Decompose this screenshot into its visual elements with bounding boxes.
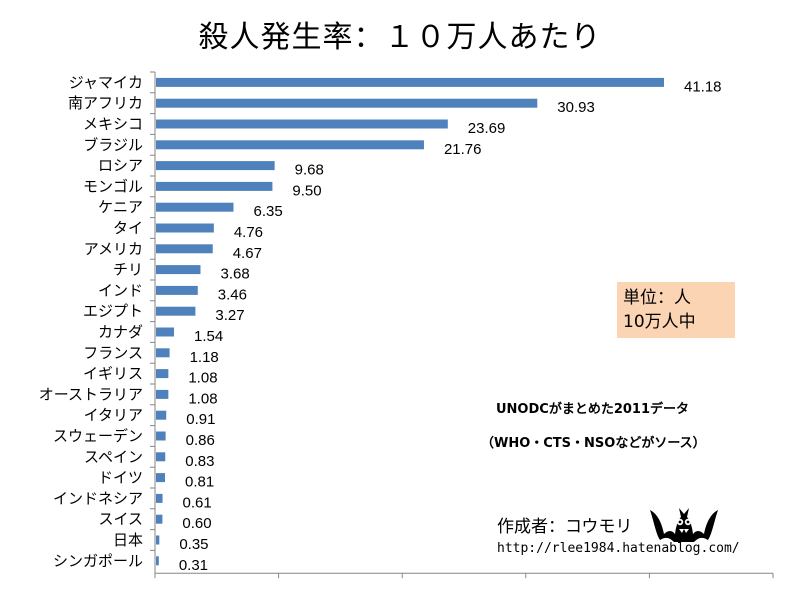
bar — [156, 556, 159, 566]
value-label: 0.81 — [185, 474, 214, 491]
bar — [156, 452, 166, 462]
chart-title: 殺人発生率：１０万人あたり — [198, 20, 602, 55]
bar — [156, 348, 170, 358]
bar — [156, 161, 275, 171]
value-label: 23.69 — [468, 120, 506, 137]
value-label: 0.60 — [182, 515, 211, 532]
value-label: 0.86 — [186, 432, 215, 449]
category-label: インド — [98, 281, 143, 299]
category-label: 日本 — [113, 531, 143, 549]
category-label: インドネシア — [53, 489, 143, 507]
bar — [156, 327, 175, 337]
author-label: 作成者：コウモリ — [497, 517, 633, 537]
value-label: 3.68 — [220, 266, 249, 283]
value-label: 1.54 — [194, 328, 223, 345]
category-label: ケニア — [98, 198, 143, 216]
category-label: スペイン — [84, 448, 143, 466]
bar — [156, 514, 163, 524]
category-label: スウェーデン — [53, 427, 143, 445]
category-label: イタリア — [84, 406, 143, 424]
bar — [156, 265, 201, 275]
bar — [156, 223, 214, 233]
value-label: 0.35 — [179, 536, 208, 553]
category-label: 南アフリカ — [68, 94, 143, 112]
bar — [156, 410, 167, 420]
bar — [156, 535, 160, 545]
value-label: 0.91 — [186, 411, 215, 428]
unit-box-line1: 単位：人 — [623, 288, 691, 308]
value-label: 1.08 — [188, 390, 217, 407]
bar — [156, 369, 169, 379]
category-label: カナダ — [98, 323, 143, 341]
category-label: エジプト — [83, 302, 143, 320]
bar — [156, 473, 166, 483]
value-label: 30.93 — [557, 99, 595, 116]
category-label: ドイツ — [98, 469, 143, 487]
value-label: 4.76 — [234, 224, 263, 241]
bar — [156, 244, 213, 254]
category-label: フランス — [83, 344, 143, 362]
value-label: 3.46 — [218, 286, 247, 303]
category-label: ジャマイカ — [69, 73, 143, 91]
bar — [156, 119, 448, 129]
bat-icon — [650, 508, 718, 542]
source-note: UNODCがまとめた2011データ — [496, 402, 690, 417]
value-label: 3.27 — [215, 307, 244, 324]
unit-box: 単位：人 10万人中 — [617, 282, 735, 338]
category-label: アメリカ — [84, 240, 143, 258]
bar — [156, 285, 198, 295]
category-label: スイス — [98, 510, 143, 528]
bar — [156, 389, 169, 399]
blog-url: http://rlee1984.hatenablog.com/ — [497, 541, 740, 556]
value-label: 21.76 — [444, 141, 482, 158]
category-label: ブラジル — [83, 136, 143, 154]
bar — [156, 140, 424, 150]
unit-box-line2: 10万人中 — [623, 312, 696, 332]
bar — [156, 181, 273, 191]
bar — [156, 493, 163, 503]
category-label: オーストラリア — [39, 385, 143, 403]
bar — [156, 306, 196, 316]
category-label: ロシア — [98, 157, 143, 175]
value-label: 1.08 — [188, 370, 217, 387]
bar — [156, 202, 234, 212]
value-label: 9.50 — [292, 182, 321, 199]
bar — [156, 77, 664, 87]
category-label: シンガポール — [53, 552, 143, 570]
bar — [156, 98, 538, 108]
value-label: 1.18 — [190, 349, 219, 366]
category-label: タイ — [113, 219, 143, 237]
category-label: メキシコ — [83, 115, 143, 133]
source-subnote: （WHO・CTS・NSOなどがソース） — [481, 436, 706, 451]
value-label: 0.83 — [185, 453, 214, 470]
value-label: 0.31 — [179, 557, 208, 574]
value-label: 41.18 — [684, 78, 722, 95]
category-label: イギリス — [83, 365, 143, 383]
bar — [156, 431, 166, 441]
value-label: 4.67 — [233, 245, 262, 262]
category-label: チリ — [113, 261, 143, 279]
value-label: 9.68 — [295, 162, 324, 179]
value-label: 6.35 — [253, 203, 282, 220]
category-label: モンゴル — [83, 177, 143, 195]
value-label: 0.61 — [183, 494, 212, 511]
